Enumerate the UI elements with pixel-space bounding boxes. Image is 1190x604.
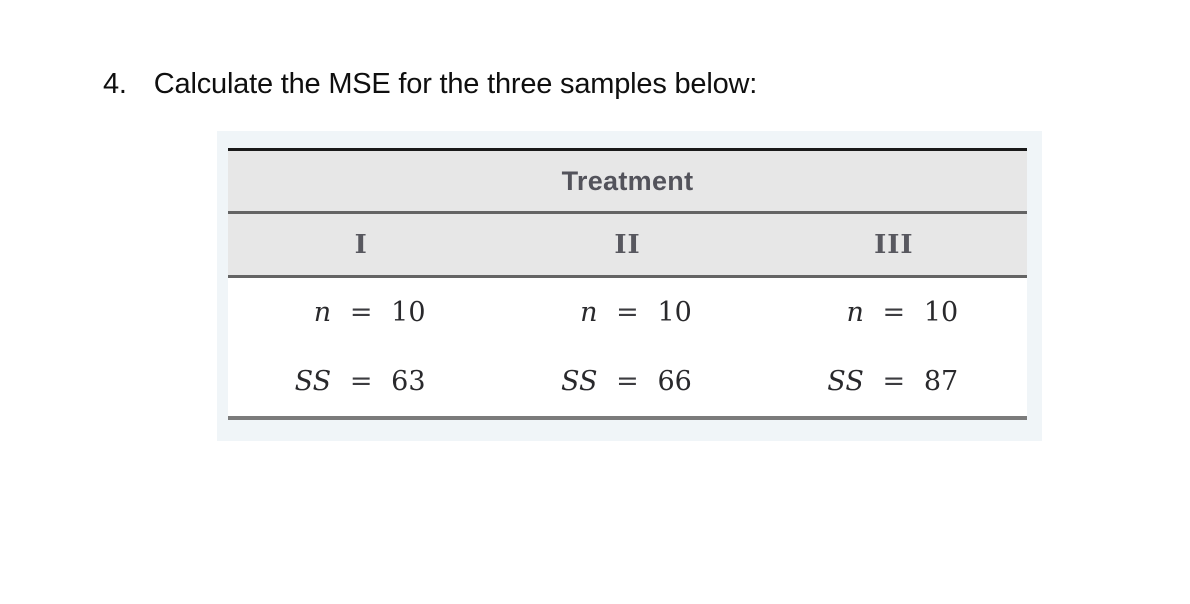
stat-label: n	[846, 297, 864, 328]
stat-label: SS	[827, 366, 864, 397]
table-title: Treatment	[561, 165, 694, 196]
table-panel: Treatment I II III n = 10 n = 1	[217, 131, 1042, 441]
stat-value: 10	[391, 297, 426, 328]
stat-value: 87	[923, 366, 959, 397]
stat-label: n	[313, 297, 332, 328]
question: 4. Calculate the MSE for the three sampl…	[103, 68, 757, 101]
stat-cell: n = 10	[761, 278, 1027, 347]
stat-label: n	[580, 297, 598, 328]
stat-value: 10	[923, 297, 959, 328]
column-header-III: III	[874, 229, 914, 260]
stat-label: SS	[294, 366, 332, 397]
column-header-I: I	[354, 229, 368, 260]
equals-sign: =	[616, 297, 639, 328]
column-header-II: II	[614, 229, 641, 260]
equals-sign: =	[882, 366, 906, 397]
stat-value: 10	[657, 297, 692, 328]
equals-sign: =	[882, 297, 906, 328]
stat-value: 66	[657, 366, 692, 397]
equals-sign: =	[616, 366, 639, 397]
stat-cell: SS = 66	[494, 347, 760, 416]
table-header-row: Treatment	[228, 151, 1027, 214]
treatment-table: Treatment I II III n = 10 n = 1	[228, 148, 1027, 420]
equals-sign: =	[349, 297, 373, 328]
row-ss: SS = 63 SS = 66 SS = 87	[228, 347, 1027, 416]
question-text: Calculate the MSE for the three samples …	[153, 68, 758, 100]
question-number: 4.	[103, 68, 127, 100]
table-body: n = 10 n = 10 n = 10	[228, 278, 1027, 420]
stat-cell: n = 10	[228, 278, 494, 347]
stat-cell: SS = 63	[228, 347, 494, 416]
column-header-row: I II III	[228, 214, 1027, 278]
stat-cell: SS = 87	[761, 347, 1027, 416]
stat-cell: n = 10	[494, 278, 760, 347]
row-n: n = 10 n = 10 n = 10	[228, 278, 1027, 347]
stat-label: SS	[560, 366, 598, 397]
stat-value: 63	[391, 366, 426, 397]
equals-sign: =	[349, 366, 373, 397]
